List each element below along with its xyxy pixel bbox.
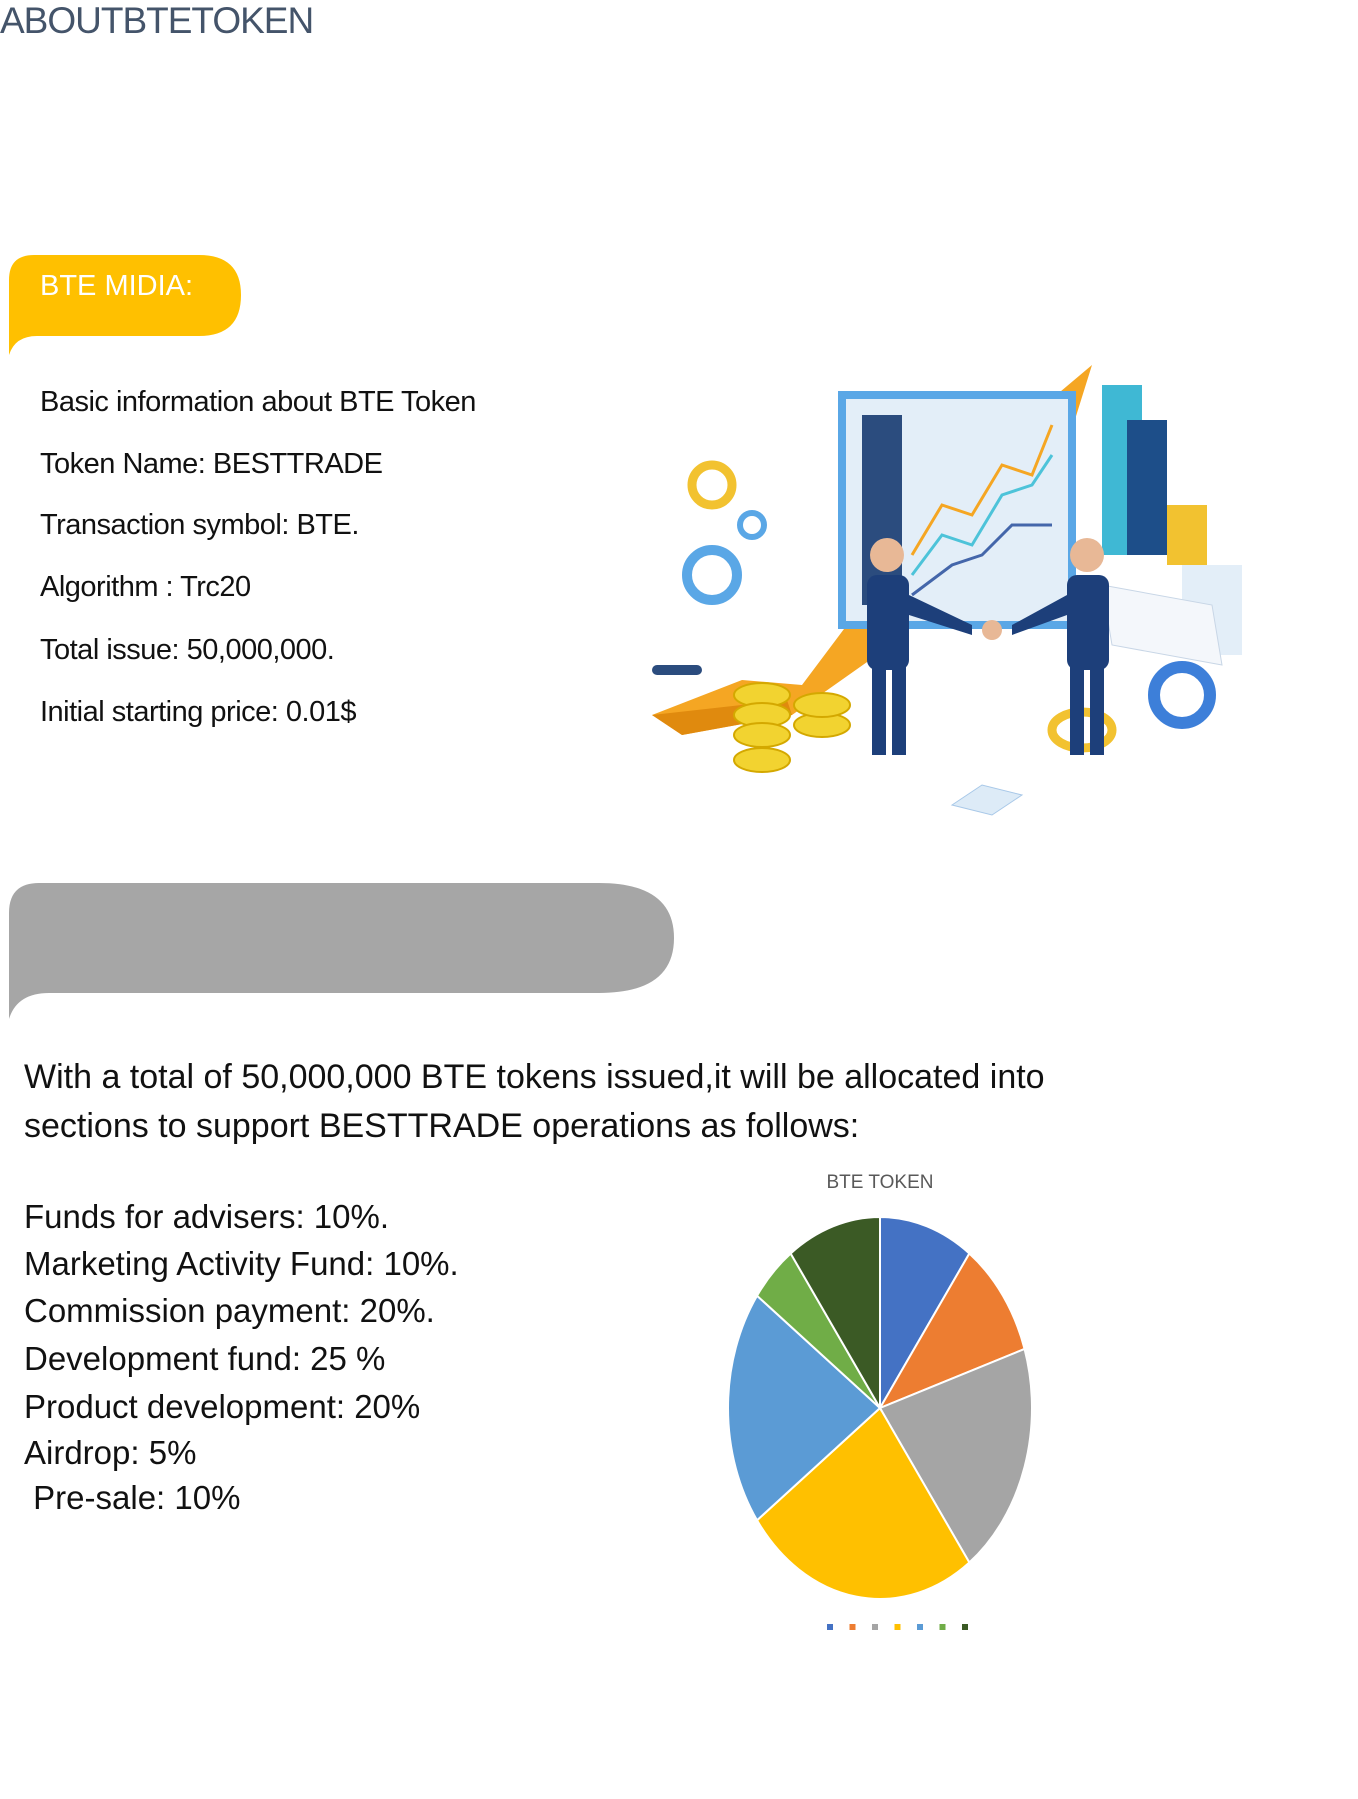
pie-slice	[789, 1215, 881, 1412]
allocation-intro-line: sections to support BESTTRADE operations…	[24, 1107, 860, 1145]
allocation-item: Airdrop: 5%	[24, 1434, 197, 1471]
info-line: Transaction symbol: BTE.	[40, 509, 359, 541]
section-tab-allocation	[9, 883, 674, 1019]
info-line: Token Name: BESTTRADE	[40, 448, 383, 480]
info-line: Basic information about BTE Token	[40, 386, 476, 418]
legend-marker	[872, 1624, 878, 1630]
legend-marker	[849, 1624, 856, 1630]
pie-slice	[878, 1347, 1033, 1565]
legend-marker	[827, 1624, 833, 1630]
info-line: Total issue: 50,000,000.	[40, 634, 335, 666]
legend-marker	[894, 1624, 901, 1630]
section-tab-label: BTE MIDIA:	[40, 270, 194, 302]
allocation-item: Funds for advisers: 10%.	[24, 1198, 389, 1235]
section-tab-bte-midia	[9, 255, 241, 355]
allocation-item: Marketing Activity Fund: 10%.	[24, 1245, 459, 1282]
legend-marker	[962, 1624, 968, 1630]
allocation-item: Pre-sale: 10%	[24, 1479, 241, 1516]
pie-chart	[727, 1215, 1033, 1630]
legend-marker	[917, 1624, 923, 1630]
allocation-intro-line: With a total of 50,000,000 BTE tokens is…	[24, 1058, 1045, 1096]
chart-title: BTE TOKEN	[826, 1172, 934, 1193]
info-line: Algorithm : Trc20	[40, 571, 251, 603]
legend-marker	[939, 1624, 946, 1630]
info-line: Initial starting price: 0.01$	[40, 696, 356, 728]
pie-slice	[755, 1406, 971, 1600]
pie-slice	[877, 1251, 1026, 1411]
allocation-item: Product development: 20%	[24, 1388, 421, 1425]
pie-slice	[727, 1294, 882, 1522]
pie-slice	[879, 1215, 971, 1412]
page-title: ABOUTBTETOKEN	[0, 0, 314, 41]
allocation-item: Development fund: 25 %	[24, 1340, 386, 1377]
business-handshake-illustration	[652, 365, 1242, 816]
allocation-item: Commission payment: 20%.	[24, 1292, 435, 1329]
